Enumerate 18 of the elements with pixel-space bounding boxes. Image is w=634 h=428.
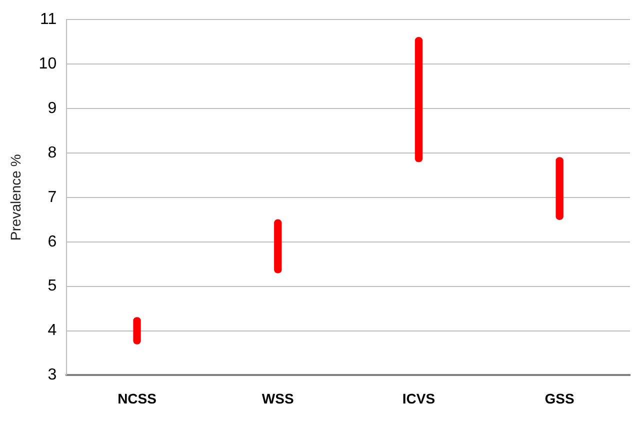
y-tick-label: 8 <box>48 144 57 162</box>
y-axis-title: Prevalence % <box>7 154 24 241</box>
x-tick-label: GSS <box>544 390 574 406</box>
y-tick-label: 10 <box>38 55 57 72</box>
y-tick-label: 9 <box>48 100 57 117</box>
y-tick-label: 4 <box>48 322 57 340</box>
x-tick-label: NCSS <box>118 390 156 406</box>
y-tick-label: 11 <box>40 11 57 28</box>
x-tick-label: WSS <box>262 390 294 406</box>
y-tick-label: 3 <box>48 366 57 384</box>
bar <box>133 317 141 344</box>
x-tick-label: ICVS <box>402 390 436 406</box>
y-tick-label: 7 <box>48 188 57 206</box>
bar <box>556 157 564 220</box>
y-tick-label: 5 <box>48 278 57 295</box>
y-tick-label: 6 <box>48 233 57 250</box>
bar <box>274 219 282 274</box>
bar <box>414 37 423 162</box>
